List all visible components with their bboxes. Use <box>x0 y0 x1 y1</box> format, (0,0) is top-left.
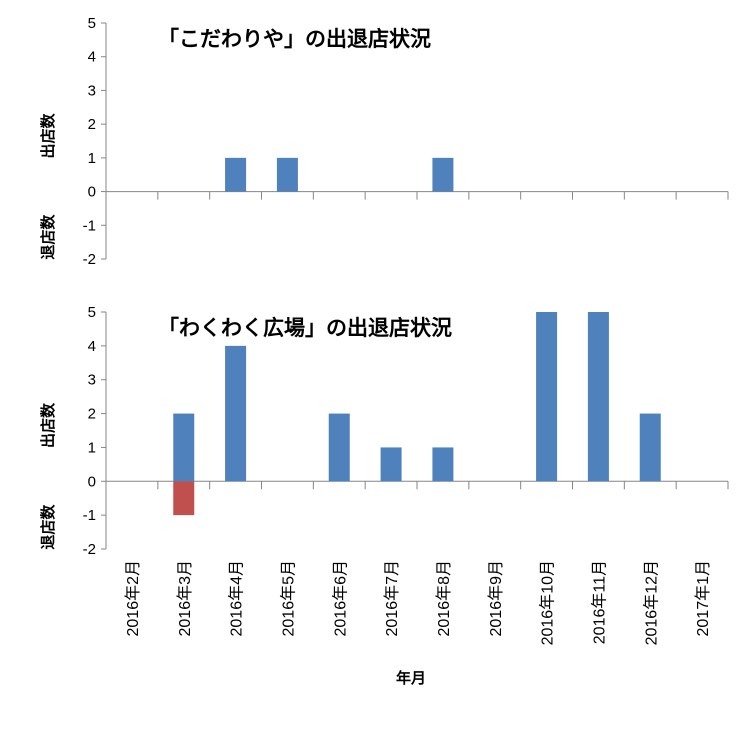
panel1-y-tick-label: -2 <box>83 251 96 268</box>
panel2-y-tick-label: 5 <box>88 304 96 321</box>
panel2-y-tick-label: 2 <box>88 406 96 423</box>
panel1-bar <box>276 157 298 192</box>
panel2-bar <box>328 413 350 482</box>
x-category-label: 2016年10月 <box>539 560 557 645</box>
panel1-y-tick-label: 5 <box>88 15 96 32</box>
x-category-label: 2016年11月 <box>590 560 608 644</box>
panel2-bar <box>173 413 195 482</box>
panel2-bar <box>432 447 454 482</box>
x-axis-title: 年月 <box>396 669 426 687</box>
panel1-ylabel-positive: 出店数 <box>39 113 57 159</box>
panel2-y-tick-label: -2 <box>83 541 96 558</box>
x-category-label: 2016年9月 <box>487 560 505 637</box>
panel1-y-tick-label: -1 <box>83 217 96 234</box>
panel2-y-tick-label: 1 <box>88 439 96 456</box>
panel1-bar <box>432 157 454 192</box>
x-category-label: 2016年7月 <box>383 560 401 637</box>
panel1-title: 「こだわりや」の出退店状況 <box>158 27 431 51</box>
panel1-y-tick-label: 3 <box>88 82 96 99</box>
panel2-bar <box>639 413 661 482</box>
panel2-ylabel-positive: 出店数 <box>39 402 57 448</box>
x-category-label: 2016年12月 <box>642 560 660 645</box>
panel1-y-tick-label: 0 <box>88 184 96 201</box>
x-category-label: 2016年5月 <box>279 560 297 637</box>
panel2-y-tick-label: 4 <box>88 338 96 355</box>
panel2-bar <box>380 447 402 482</box>
x-category-label: 2016年3月 <box>176 560 194 637</box>
panel2-bar <box>587 312 609 482</box>
panel1-y-tick-label: 1 <box>88 150 96 167</box>
x-category-label: 2016年2月 <box>124 560 142 637</box>
panel2-y-tick-label: 3 <box>88 372 96 389</box>
panel1-y-tick-label: 4 <box>88 49 96 66</box>
panel2-ylabel-negative: 退店数 <box>39 504 57 550</box>
panel2-bar <box>225 345 247 482</box>
panel2-bar <box>173 481 195 516</box>
x-category-label: 2017年1月 <box>694 560 712 637</box>
panel2-title: 「わくわく広場」の出退店状況 <box>158 316 452 340</box>
panel2-y-tick-label: 0 <box>88 473 96 490</box>
panel1-y-tick-label: 2 <box>88 116 96 133</box>
panel2-bar <box>536 312 558 482</box>
panel1-bar <box>225 157 247 192</box>
x-category-label: 2016年8月 <box>435 560 453 637</box>
panel1-ylabel-negative: 退店数 <box>39 214 57 260</box>
x-category-label: 2016年6月 <box>331 560 349 637</box>
panel2-y-tick-label: -1 <box>83 507 96 524</box>
x-category-label: 2016年4月 <box>228 560 246 637</box>
